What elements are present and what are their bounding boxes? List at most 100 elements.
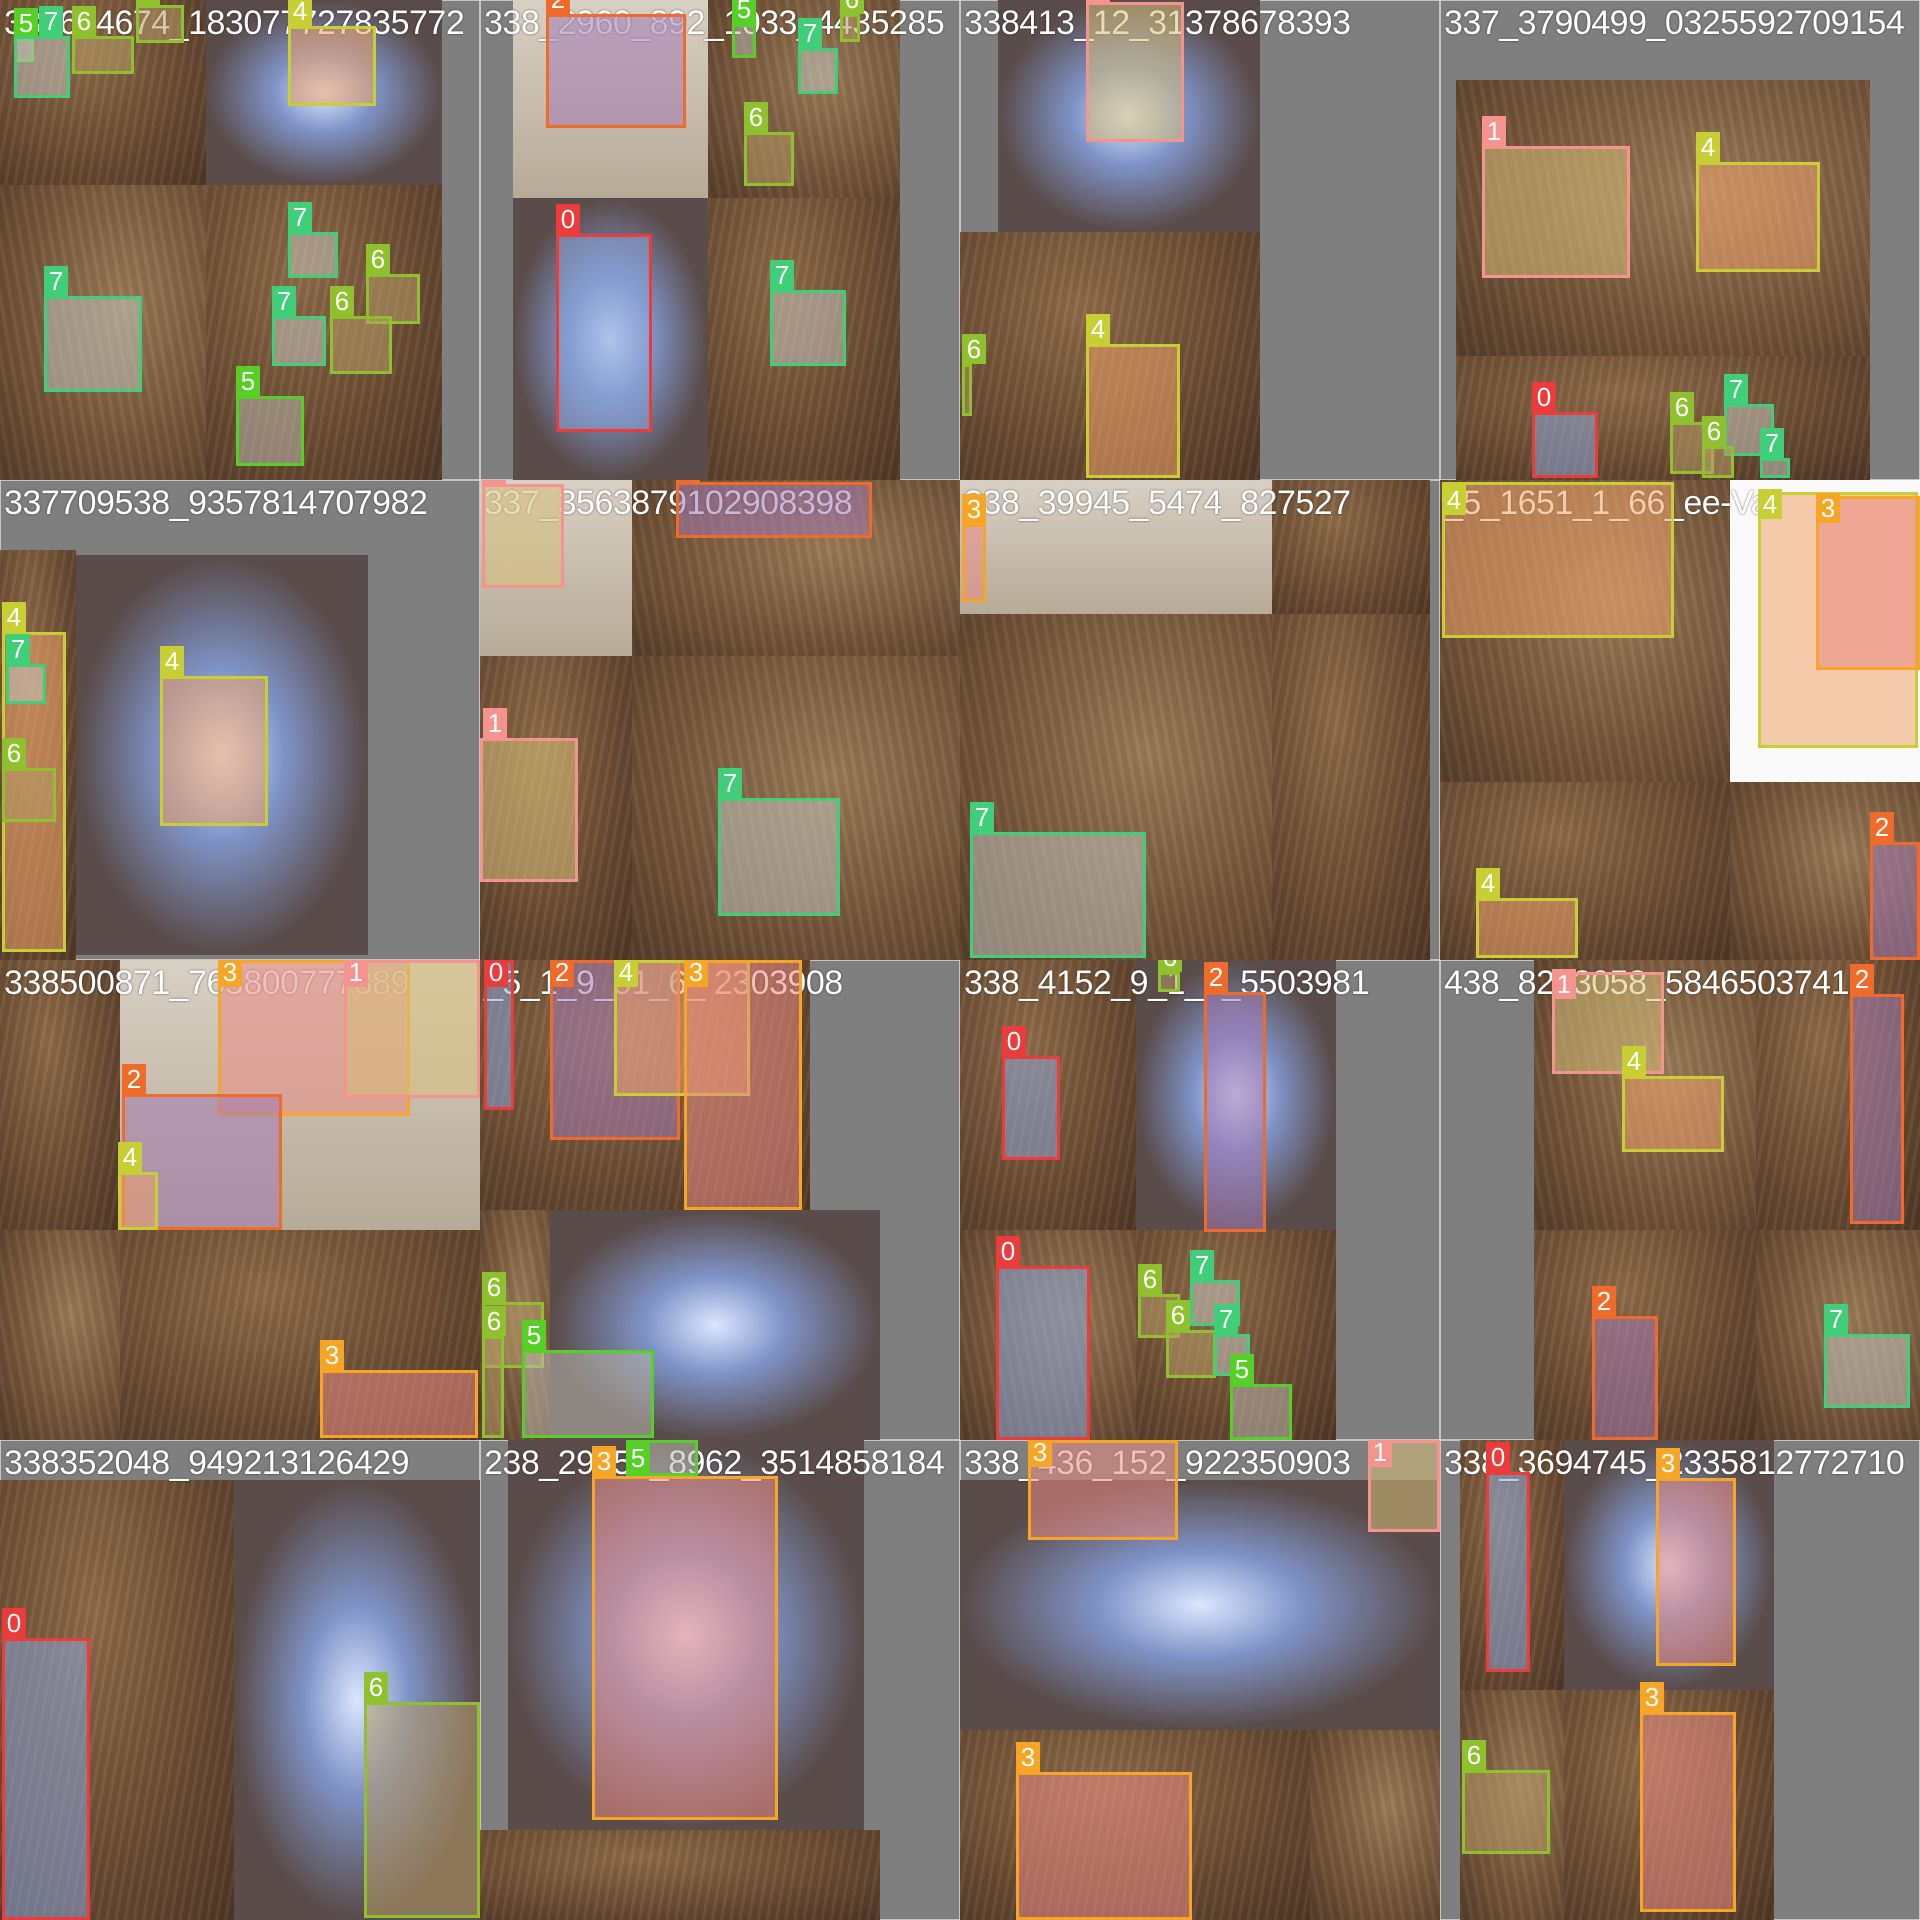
box-label: 6	[2, 738, 26, 768]
box-label: 4	[160, 646, 184, 676]
box-label: 2	[122, 1064, 146, 1094]
object-patch	[735, 27, 753, 55]
object-patch	[239, 399, 301, 463]
detection-box: 4	[1442, 482, 1674, 638]
box-label: 3	[592, 1446, 616, 1476]
box-label: 2	[550, 960, 574, 987]
box-label: 7	[272, 286, 296, 316]
object-patch	[1233, 1387, 1289, 1437]
object-patch	[1005, 1059, 1057, 1157]
box-label: 7	[1724, 374, 1748, 404]
detection-box: 6	[1702, 416, 1734, 478]
box-label: 4	[1086, 314, 1110, 344]
object-patch	[965, 527, 983, 599]
detection-box: 1	[1482, 116, 1630, 278]
detection-box: 3	[1028, 1440, 1178, 1540]
object-patch	[1161, 975, 1177, 989]
detection-box: 7	[14, 6, 70, 98]
object-patch	[1595, 1319, 1655, 1437]
box-label: 2	[1850, 964, 1874, 994]
box-label: 3	[1640, 1682, 1664, 1712]
detection-box: 4	[1696, 132, 1820, 272]
box-label: 0	[1486, 1442, 1510, 1472]
tile: 338_2960_892_1033_4435285 2 5 7 6 6 0 7	[480, 0, 960, 480]
box-label: 1	[1482, 116, 1506, 146]
detection-box: 1	[480, 708, 578, 882]
box-label: 3	[962, 494, 986, 524]
box-label: 2	[1592, 1286, 1616, 1316]
box-label: 7	[1760, 428, 1784, 458]
detection-box: 7	[272, 286, 326, 366]
detection-box: 6	[366, 244, 420, 324]
detection-box: 2	[1204, 962, 1266, 1232]
image-caption: 337709538_9357814707982	[4, 484, 428, 522]
object-patch	[1489, 1475, 1527, 1669]
object-patch	[595, 1479, 775, 1817]
box-label: 6	[744, 102, 768, 132]
object-patch	[1659, 1481, 1733, 1663]
object-patch	[687, 963, 799, 1207]
object-patch	[163, 679, 265, 823]
object-patch	[679, 485, 869, 535]
box-label: 6	[330, 286, 354, 316]
object-patch	[333, 319, 389, 371]
object-patch	[1169, 1333, 1213, 1375]
detection-box: 7	[970, 802, 1146, 958]
box-label: 7	[1190, 1250, 1214, 1280]
box-label: 6	[1166, 1300, 1190, 1330]
detection-box: 2	[676, 480, 872, 538]
box-label: 4	[1476, 868, 1500, 898]
box-label: 6	[482, 1272, 506, 1302]
detection-box: 6	[72, 6, 134, 74]
detection-box: 7	[1824, 1304, 1910, 1408]
object-patch	[5, 771, 53, 819]
object-patch	[1485, 149, 1627, 275]
box-label: 4	[1758, 489, 1782, 519]
box-label: 6	[72, 6, 96, 36]
box-label: 4	[118, 1142, 142, 1172]
object-patch	[323, 1373, 475, 1435]
box-label: 1	[1086, 0, 1110, 2]
object-patch	[275, 319, 323, 363]
detection-box: 0	[1532, 382, 1598, 478]
box-label: 3	[320, 1340, 344, 1370]
object-patch	[367, 1705, 477, 1915]
image-caption: 238_29650_8962_3514858184	[484, 1444, 945, 1482]
box-label: 6	[366, 244, 390, 274]
detection-box: 2	[1870, 812, 1920, 960]
detection-box: 7	[718, 768, 840, 916]
box-label: 6	[482, 1306, 506, 1336]
tile: 338_39945_5474_827527 3 7	[960, 480, 1440, 960]
detection-box: 2	[1592, 1286, 1658, 1440]
detection-box: 4	[288, 0, 376, 106]
object-patch	[525, 1353, 651, 1435]
object-patch	[1643, 1715, 1733, 1909]
detection-box: 3	[320, 1340, 478, 1438]
object-patch	[1207, 995, 1263, 1229]
object-patch	[1445, 485, 1671, 635]
object-patch	[1705, 449, 1731, 475]
object-patch	[999, 1269, 1087, 1437]
box-label: 7	[288, 202, 312, 232]
detection-box: 3	[592, 1446, 778, 1820]
box-label: 7	[970, 802, 994, 832]
detection-box: 4	[1476, 868, 1578, 958]
detection-box: 1	[1368, 1440, 1440, 1532]
box-label: 1	[1368, 1440, 1392, 1467]
detection-box: 4	[160, 646, 268, 826]
object-patch	[1089, 347, 1177, 475]
object-patch	[9, 667, 43, 701]
tile: 438_8213058_5846503741 1 4 2 2 7	[1440, 960, 1920, 1440]
object-patch	[5, 1641, 87, 1917]
detection-box: 6	[1138, 1264, 1180, 1338]
tile: 337709538_9357814707982 4 7 6 4	[0, 480, 480, 960]
object-patch	[773, 293, 843, 363]
object-patch	[347, 963, 477, 1095]
object-patch	[1819, 499, 1917, 667]
box-label: 6	[1462, 1740, 1486, 1770]
tile: _5_1_9_01_6_ 2303908 0 2 4 3 6 6 5	[480, 960, 960, 1440]
box-label: 5	[626, 1443, 650, 1473]
detection-box: 6	[364, 1672, 480, 1918]
box-label: 0	[2, 1608, 26, 1638]
image-caption: 337_3790499_0325592709154	[1444, 4, 1905, 42]
